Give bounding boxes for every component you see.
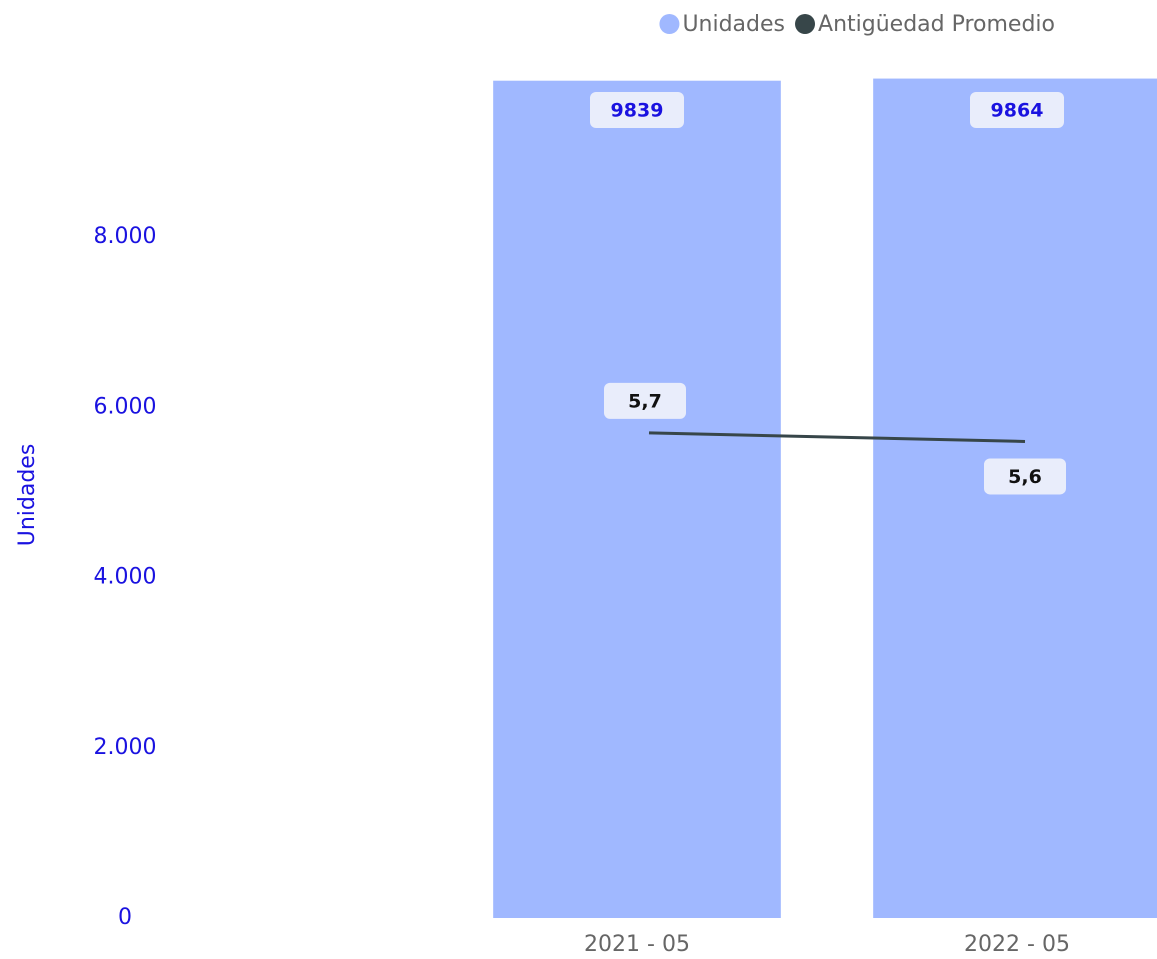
- y-tick-label: 4.000: [94, 565, 157, 590]
- y-tick-label: 8.000: [94, 224, 157, 249]
- x-tick-label: 2021 - 05: [584, 932, 690, 957]
- data-label-box: [970, 92, 1064, 128]
- legend-marker: [659, 14, 680, 34]
- x-tick-label: 2022 - 05: [964, 932, 1070, 957]
- data-label: 9864: [991, 100, 1044, 122]
- y-tick-label: 2.000: [94, 735, 157, 760]
- legend-label: Unidades: [682, 12, 785, 37]
- bar: [493, 80, 781, 918]
- y-axis-title: Unidades: [15, 444, 40, 547]
- data-label: 5,6: [1008, 466, 1042, 488]
- legend-label: Antigüedad Promedio: [818, 12, 1055, 37]
- data-label: 5,7: [628, 390, 662, 412]
- legend: Unidades Antigüedad Promedio: [659, 12, 1055, 37]
- data-label-box: [984, 458, 1066, 495]
- legend-marker: [795, 14, 816, 34]
- y-tick-label: 6.000: [94, 394, 157, 419]
- bar: [873, 78, 1157, 918]
- data-label: 9839: [611, 100, 664, 122]
- data-label-box: [590, 92, 684, 128]
- data-label-box: [604, 382, 686, 419]
- line: [648, 431, 1026, 443]
- y-tick-label: 0: [118, 905, 132, 930]
